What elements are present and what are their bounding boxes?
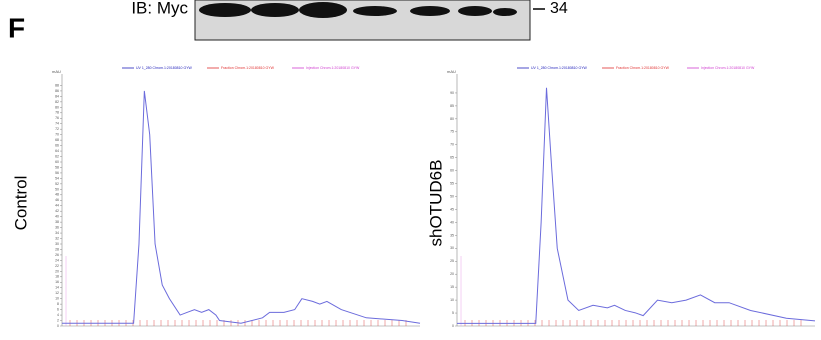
y-tick-label: 25 (450, 259, 454, 263)
y-tick-label: 2 (57, 318, 59, 322)
legend-label: Injection Chrom.1:20180810 GYW (701, 66, 755, 70)
y-tick-label: 86 (55, 89, 59, 93)
legend-label: Fraction Chrom.1:20180810 GYW (221, 66, 275, 70)
y-tick-label: 0 (57, 324, 59, 328)
y-tick-label: 80 (55, 105, 59, 109)
y-tick-label: 82 (55, 100, 59, 104)
y-tick-label: 54 (55, 176, 59, 180)
y-tick-label: 16 (55, 280, 59, 284)
y-tick-label: 35 (450, 233, 454, 237)
y-tick-label: 88 (55, 83, 59, 87)
y-tick-label: 70 (450, 143, 454, 147)
y-tick-label: 76 (55, 116, 59, 120)
row-label: shOTUD6B (426, 160, 445, 247)
y-tick-label: 40 (450, 220, 454, 224)
y-tick-label: 68 (55, 138, 59, 142)
y-tick-label: 26 (55, 253, 59, 257)
y-tick-label: 60 (450, 169, 454, 173)
y-tick-label: 78 (55, 111, 59, 115)
y-tick-label: 10 (55, 297, 59, 301)
y-tick-label: 44 (55, 204, 59, 208)
y-tick-label: 18 (55, 275, 59, 279)
y-tick-label: 72 (55, 127, 59, 131)
y-tick-label: 28 (55, 247, 59, 251)
y-tick-label: 42 (55, 209, 59, 213)
y-tick-label: 52 (55, 182, 59, 186)
y-tick-label: 50 (450, 194, 454, 198)
y-tick-label: 12 (55, 291, 59, 295)
y-tick-label: 58 (55, 165, 59, 169)
y-tick-label: 75 (450, 130, 454, 134)
marker-label: 34 (550, 0, 568, 17)
y-tick-label: 45 (450, 207, 454, 211)
panel-letter: F (8, 12, 25, 43)
y-axis-label: mAU (52, 69, 61, 74)
y-tick-label: 60 (55, 160, 59, 164)
trace (62, 91, 420, 323)
trace (457, 88, 815, 324)
y-tick-label: 55 (450, 182, 454, 186)
y-tick-label: 10 (450, 298, 454, 302)
y-tick-label: 8 (57, 302, 59, 306)
y-tick-label: 5 (452, 311, 454, 315)
y-tick-label: 20 (450, 272, 454, 276)
y-tick-label: 50 (55, 187, 59, 191)
y-tick-label: 66 (55, 144, 59, 148)
legend-label: UV 1_280 Chrom.1:20180810 GYW (531, 66, 588, 70)
y-tick-label: 84 (55, 94, 59, 98)
y-tick-label: 0 (452, 324, 454, 328)
y-tick-label: 74 (55, 122, 59, 126)
legend-label: Injection Chrom.1:20180810 GYW (306, 66, 360, 70)
legend-label: UV 1_280 Chrom.1:20180810 GYW (136, 66, 193, 70)
y-tick-label: 46 (55, 198, 59, 202)
y-tick-label: 56 (55, 171, 59, 175)
y-tick-label: 24 (55, 258, 59, 262)
y-tick-label: 64 (55, 149, 59, 153)
y-tick-label: 65 (450, 156, 454, 160)
y-tick-label: 38 (55, 220, 59, 224)
figure: IB: Myc 34 F mAU024681012141618202224262… (0, 0, 821, 335)
y-tick-label: 15 (450, 285, 454, 289)
y-tick-label: 34 (55, 231, 59, 235)
y-axis-label: mAU (447, 69, 456, 74)
row-label: Control (11, 176, 30, 231)
y-tick-label: 30 (450, 246, 454, 250)
y-tick-label: 20 (55, 269, 59, 273)
y-tick-label: 22 (55, 264, 59, 268)
y-tick-label: 70 (55, 133, 59, 137)
y-tick-label: 62 (55, 154, 59, 158)
y-tick-label: 85 (450, 104, 454, 108)
y-tick-label: 6 (57, 308, 59, 312)
y-tick-label: 30 (55, 242, 59, 246)
y-tick-label: 48 (55, 193, 59, 197)
y-tick-label: 32 (55, 236, 59, 240)
y-tick-label: 40 (55, 215, 59, 219)
y-tick-label: 36 (55, 226, 59, 230)
legend-label: Fraction Chrom.1:20180810 GYW (616, 66, 670, 70)
y-tick-label: 80 (450, 117, 454, 121)
blot-label: IB: Myc (131, 0, 188, 17)
y-tick-label: 14 (55, 286, 59, 290)
y-tick-label: 90 (450, 91, 454, 95)
y-tick-label: 4 (57, 313, 59, 317)
